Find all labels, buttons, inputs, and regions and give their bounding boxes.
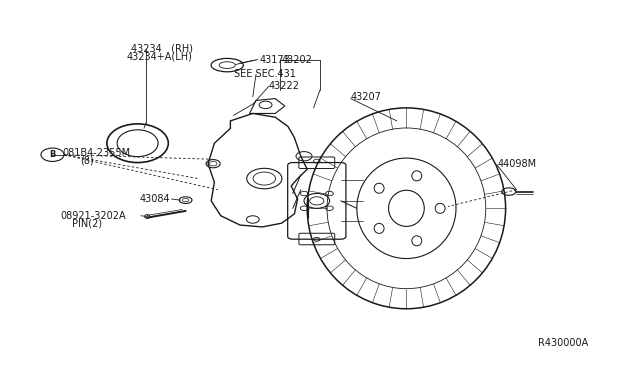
- Text: PIN(2): PIN(2): [72, 219, 102, 229]
- Text: 43234+A(LH): 43234+A(LH): [127, 52, 193, 61]
- Text: B: B: [49, 150, 56, 159]
- Text: 081B4-2355M: 081B4-2355M: [63, 148, 131, 157]
- Text: 43202: 43202: [282, 55, 312, 64]
- Text: SEE SEC.431: SEE SEC.431: [234, 70, 296, 79]
- Text: 44098M: 44098M: [498, 160, 537, 169]
- Text: 43084: 43084: [140, 194, 170, 204]
- Text: 43222: 43222: [269, 81, 300, 91]
- Text: 43173: 43173: [259, 55, 290, 64]
- Text: 43207: 43207: [351, 93, 381, 102]
- Text: 43234   (RH): 43234 (RH): [131, 44, 193, 53]
- Text: 08921-3202A: 08921-3202A: [61, 211, 127, 221]
- Text: (8): (8): [80, 156, 93, 166]
- Text: R430000A: R430000A: [538, 338, 588, 348]
